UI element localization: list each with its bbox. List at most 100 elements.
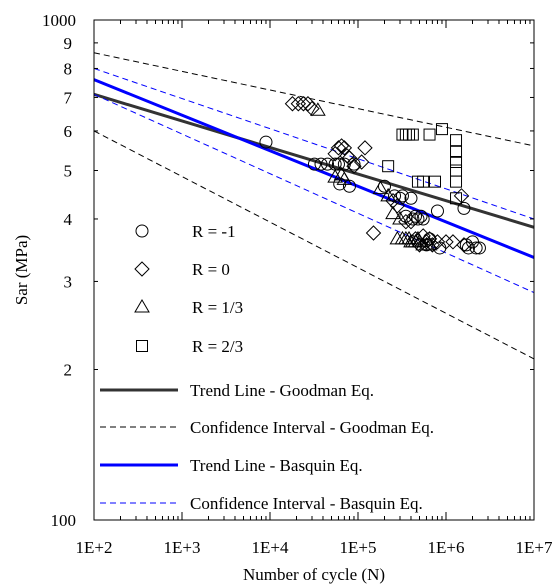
legend-label: R = 1/3 bbox=[192, 298, 243, 317]
triangle-data-point bbox=[310, 102, 326, 116]
plot-frame bbox=[93, 19, 535, 521]
triangle-data-point bbox=[327, 169, 344, 183]
circle-data-point bbox=[307, 157, 321, 171]
diamond-data-point bbox=[438, 234, 454, 250]
legend-label: Trend Line - Goodman Eq. bbox=[190, 381, 374, 400]
square-data-point bbox=[450, 175, 463, 188]
triangle-data-point bbox=[380, 187, 397, 202]
circle-data-point bbox=[457, 201, 471, 215]
y-tick-label: 1000 bbox=[42, 11, 76, 30]
diamond-data-point bbox=[290, 96, 307, 112]
circle-data-point bbox=[430, 204, 444, 218]
legend-diamond-marker bbox=[134, 261, 150, 277]
diamond-data-point bbox=[333, 138, 350, 154]
trend-lines-layer bbox=[93, 52, 535, 360]
diamond-data-point bbox=[336, 140, 353, 156]
y-axis-label: Sar (MPa) bbox=[12, 235, 31, 305]
confidence-interval-goodman-eq-line bbox=[93, 52, 535, 147]
diamond-data-point bbox=[365, 225, 382, 241]
y-minor-tick-label: 4 bbox=[64, 210, 73, 229]
circle-data-point bbox=[404, 191, 418, 205]
square-data-point bbox=[429, 175, 442, 188]
x-tick-label: 1E+3 bbox=[164, 538, 201, 557]
diamond-data-point bbox=[357, 140, 373, 156]
diamond-data-point bbox=[295, 96, 312, 112]
circle-data-point bbox=[411, 212, 425, 226]
circle-data-point bbox=[459, 238, 473, 252]
y-minor-tick-label: 2 bbox=[64, 360, 73, 379]
circle-data-point bbox=[377, 179, 391, 193]
square-data-point bbox=[423, 128, 436, 141]
legend-circle-marker bbox=[135, 224, 149, 238]
diamond-data-point bbox=[389, 198, 406, 214]
y-minor-tick-label: 8 bbox=[64, 59, 73, 78]
x-tick-label: 1E+7 bbox=[516, 538, 553, 557]
confidence-interval-basquin-eq-line bbox=[93, 93, 535, 294]
diamond-data-point bbox=[398, 213, 414, 230]
triangle-data-point bbox=[372, 180, 389, 195]
circle-data-point bbox=[259, 135, 273, 149]
diamond-data-point bbox=[284, 96, 301, 112]
legend-square-marker bbox=[136, 340, 148, 352]
diamond-data-point bbox=[445, 234, 461, 250]
circle-data-point bbox=[414, 209, 428, 223]
legend-label: R = 0 bbox=[192, 260, 230, 279]
square-data-point bbox=[399, 128, 412, 141]
legend-triangle-marker bbox=[134, 299, 150, 313]
axes-layer: 1E+2 1E+3 1E+4 1E+5 1E+6 1E+7 100 1000 2 3 4 5 6 7 8 9 bbox=[42, 11, 553, 557]
x-tick-label: 1E+6 bbox=[428, 538, 465, 557]
diamond-data-point bbox=[346, 158, 362, 174]
y-minor-tick-label: 6 bbox=[64, 122, 73, 141]
diamond-data-point bbox=[341, 150, 358, 166]
square-data-point bbox=[403, 128, 416, 141]
diamond-data-point bbox=[353, 154, 370, 170]
triangle-data-point bbox=[411, 233, 428, 248]
trend-line-basquin-eq-line bbox=[93, 78, 535, 259]
legend-label: Confidence Interval - Basquin Eq. bbox=[190, 494, 423, 513]
square-data-point bbox=[450, 192, 463, 205]
y-minor-tick-label: 7 bbox=[64, 88, 73, 107]
x-tick-label: 1E+5 bbox=[340, 538, 377, 557]
circle-data-point bbox=[320, 157, 334, 171]
diamond-data-point bbox=[385, 193, 401, 209]
y-minor-tick-label: 9 bbox=[64, 34, 73, 53]
x-tick-label: 1E+2 bbox=[76, 538, 113, 557]
circle-data-point bbox=[416, 212, 430, 226]
square-data-point bbox=[450, 155, 463, 168]
circle-data-point bbox=[472, 241, 486, 255]
square-data-point bbox=[382, 160, 395, 173]
square-data-point bbox=[450, 134, 463, 147]
square-data-point bbox=[406, 128, 419, 141]
y-minor-tick-label: 3 bbox=[64, 272, 73, 291]
circle-data-point bbox=[347, 157, 361, 171]
triangle-data-point bbox=[392, 210, 408, 225]
circle-data-point bbox=[469, 241, 483, 255]
y-minor-tick-label: 5 bbox=[64, 162, 73, 181]
diamond-data-point bbox=[421, 231, 438, 247]
square-data-point bbox=[450, 145, 463, 158]
diamond-data-point bbox=[300, 96, 316, 112]
x-axis-label: Number of cycle (N) bbox=[243, 565, 385, 584]
square-data-point bbox=[417, 175, 430, 188]
confidence-interval-basquin-eq-line bbox=[93, 67, 535, 220]
y-tick-label: 100 bbox=[51, 511, 77, 530]
legend-label: Confidence Interval - Goodman Eq. bbox=[190, 418, 434, 437]
legend: R = -1 R = 0 R = 1/3 R = 2/3 Trend Line - Go… bbox=[100, 222, 434, 513]
square-data-point bbox=[396, 128, 409, 141]
x-tick-label: 1E+4 bbox=[252, 538, 289, 557]
triangle-data-point bbox=[421, 236, 438, 251]
diamond-data-point bbox=[456, 237, 472, 253]
data-points-layer bbox=[259, 96, 486, 255]
legend-label: R = 2/3 bbox=[192, 337, 243, 356]
circle-data-point bbox=[395, 189, 409, 203]
trend-line-goodman-eq-line bbox=[93, 92, 535, 229]
legend-label: Trend Line - Basquin Eq. bbox=[190, 456, 363, 475]
diamond-data-point bbox=[330, 140, 347, 156]
triangle-data-point bbox=[336, 171, 353, 185]
legend-label: R = -1 bbox=[192, 222, 236, 241]
diamond-data-point bbox=[403, 213, 419, 230]
circle-data-point bbox=[314, 157, 328, 171]
triangle-data-point bbox=[385, 205, 401, 220]
confidence-interval-goodman-eq-line bbox=[93, 130, 535, 360]
